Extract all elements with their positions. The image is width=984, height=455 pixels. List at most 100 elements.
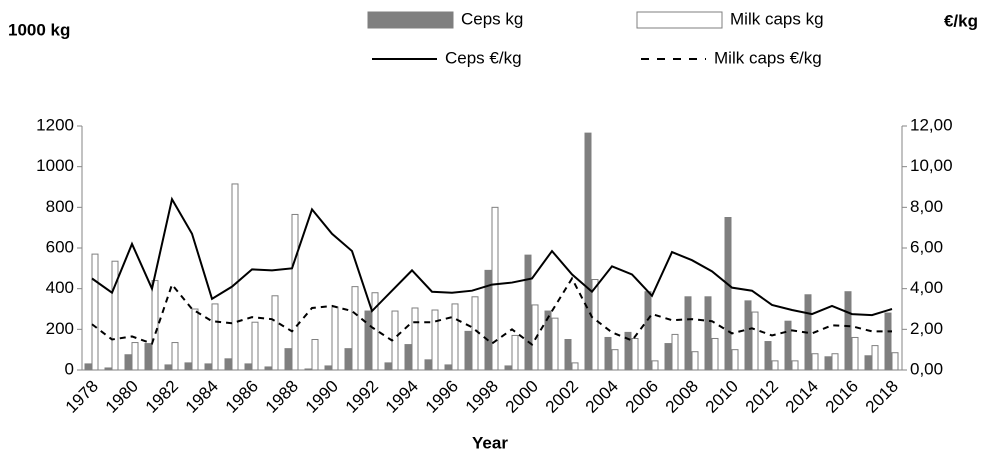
bar — [204, 363, 212, 371]
bar — [571, 362, 579, 371]
bar — [624, 331, 632, 371]
bar — [284, 348, 292, 371]
bar — [344, 348, 352, 371]
bar — [744, 300, 752, 371]
bar — [471, 296, 479, 371]
bar — [531, 304, 539, 371]
x-axis-title: Year — [472, 433, 508, 452]
bar — [351, 286, 359, 371]
bar — [711, 337, 719, 371]
x-tick-label: 1992 — [342, 377, 382, 417]
bar — [164, 364, 172, 371]
bar — [704, 296, 712, 371]
bar — [691, 351, 699, 371]
legend-label: Milk caps €/kg — [714, 48, 822, 67]
y-tick-label: 0 — [65, 359, 74, 378]
bar — [144, 343, 152, 371]
bar — [111, 260, 119, 371]
bar — [184, 362, 192, 371]
x-tick-label: 2008 — [662, 377, 702, 417]
bar — [311, 339, 319, 371]
x-tick-label: 2002 — [542, 377, 582, 417]
bar — [271, 295, 279, 371]
y-axis-title: 1000 kg — [8, 20, 70, 39]
bar — [411, 307, 419, 371]
bar — [731, 349, 739, 371]
x-tick-label: 2012 — [742, 377, 782, 417]
bar — [551, 317, 559, 371]
bar — [511, 334, 519, 371]
bar — [611, 349, 619, 371]
bar — [811, 353, 819, 371]
bar — [324, 365, 332, 371]
x-tick-label: 2006 — [622, 377, 662, 417]
bar — [791, 360, 799, 371]
bar — [684, 296, 692, 371]
y2-tick-label: 0,00 — [910, 359, 943, 378]
bar — [231, 183, 239, 371]
line — [91, 196, 893, 317]
bar — [91, 253, 99, 371]
x-tick-label: 2016 — [822, 377, 862, 417]
bar — [864, 355, 872, 371]
x-tick-label: 1998 — [462, 377, 502, 417]
x-tick-label: 1984 — [182, 377, 222, 417]
bar — [444, 364, 452, 371]
bar — [884, 312, 892, 371]
bar — [484, 269, 492, 371]
bar — [871, 345, 879, 371]
bar — [524, 254, 532, 371]
y-tick-label: 800 — [46, 197, 74, 216]
legend-swatch — [367, 11, 454, 29]
bar — [664, 343, 672, 371]
legend-label: Ceps €/kg — [445, 48, 522, 67]
bar — [751, 311, 759, 371]
bar — [851, 336, 859, 371]
y2-tick-label: 6,00 — [910, 237, 943, 256]
bar — [371, 292, 379, 371]
x-tick-label: 1988 — [262, 377, 302, 417]
bar — [604, 336, 612, 371]
bar — [404, 344, 412, 371]
bar — [264, 366, 272, 371]
bar — [584, 132, 592, 371]
x-tick-label: 1996 — [422, 377, 462, 417]
legend-label: Milk caps kg — [730, 9, 824, 28]
bar — [671, 333, 679, 371]
bar — [304, 368, 312, 371]
bar — [251, 321, 259, 371]
x-tick-label: 2000 — [502, 377, 542, 417]
y2-tick-label: 8,00 — [910, 197, 943, 216]
y-tick-label: 1000 — [36, 156, 74, 175]
x-tick-label: 1990 — [302, 377, 342, 417]
x-tick-label: 2010 — [702, 377, 742, 417]
bar — [224, 358, 232, 371]
x-tick-label: 1980 — [102, 377, 142, 417]
bar — [891, 352, 899, 371]
legend-label: Ceps kg — [461, 9, 523, 28]
bar — [784, 320, 792, 371]
bar — [244, 363, 252, 371]
bar — [291, 213, 299, 371]
bar — [631, 337, 639, 371]
bar — [831, 353, 839, 371]
bar — [771, 360, 779, 371]
y2-tick-label: 4,00 — [910, 278, 943, 297]
bar — [844, 291, 852, 371]
y-tick-label: 1200 — [36, 115, 74, 134]
x-tick-label: 1986 — [222, 377, 262, 417]
bar — [84, 363, 92, 371]
y-tick-label: 400 — [46, 278, 74, 297]
y-tick-label: 200 — [46, 319, 74, 338]
bar — [151, 280, 159, 371]
bar — [131, 342, 139, 371]
y-tick-label: 600 — [46, 237, 74, 256]
bar — [124, 354, 132, 371]
bar — [544, 310, 552, 371]
x-tick-label: 1994 — [382, 377, 422, 417]
x-tick-label: 2018 — [862, 377, 902, 417]
bar — [824, 356, 832, 371]
bar — [644, 291, 652, 371]
x-tick-label: 2014 — [782, 377, 822, 417]
